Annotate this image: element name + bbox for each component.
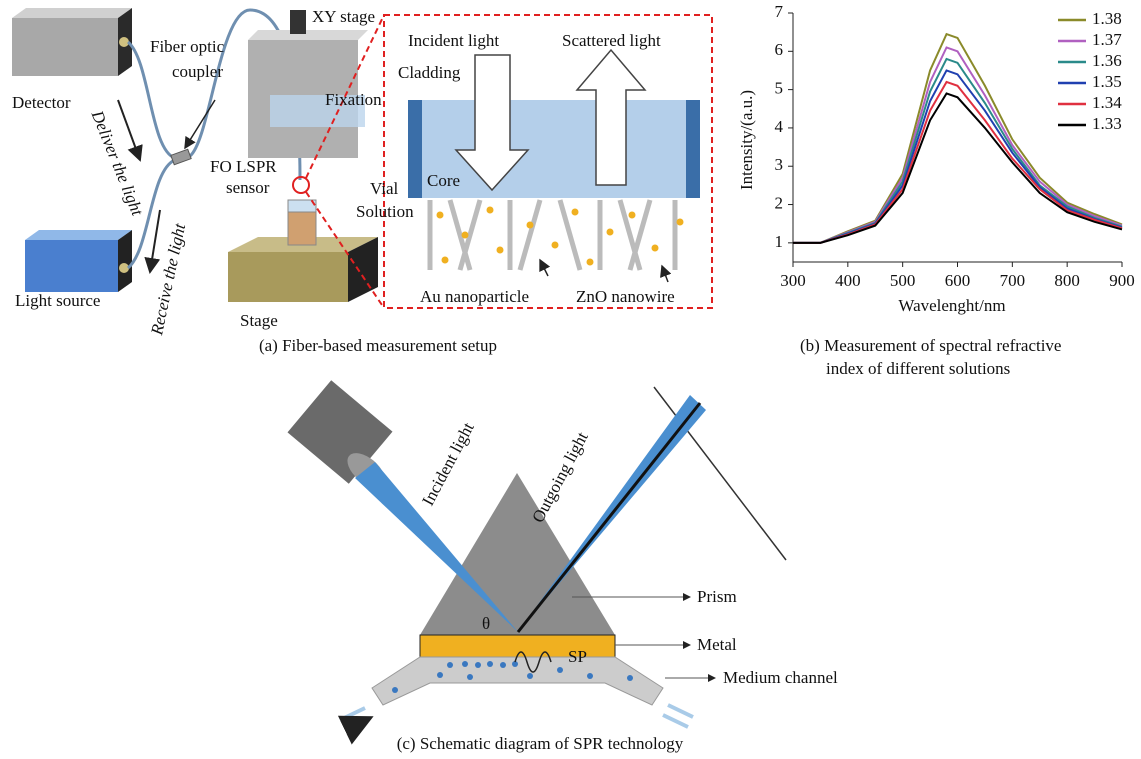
label: Fiber optic <box>150 37 225 56</box>
label: FO LSPR <box>210 157 277 176</box>
legend-label: 1.33 <box>1092 114 1122 133</box>
x-tick-label: 400 <box>835 271 861 290</box>
label: ZnO nanowire <box>576 287 675 306</box>
series-line <box>793 93 1122 242</box>
label: Deliver the light <box>87 107 147 220</box>
label: Stage <box>240 311 278 330</box>
y-tick-label: 6 <box>775 40 784 59</box>
label: Metal <box>697 635 737 654</box>
x-axis-label: Wavelenght/nm <box>898 296 1005 315</box>
label: Receive the light <box>147 221 190 338</box>
label: Light source <box>15 291 100 310</box>
y-tick-label: 5 <box>775 79 784 98</box>
label: Outgoing light <box>528 429 592 526</box>
caption: (c) Schematic diagram of SPR technology <box>397 734 684 753</box>
label: SP <box>568 647 587 666</box>
label: Detector <box>12 93 71 112</box>
label: Incident light <box>418 419 478 509</box>
label: Au nanoparticle <box>420 287 529 306</box>
legend-label: 1.36 <box>1092 51 1122 70</box>
panel-a: Detector Fiber optic coupler Deliver the… <box>12 7 712 355</box>
y-tick-label: 2 <box>775 193 784 212</box>
label: Medium channel <box>723 668 838 687</box>
y-tick-label: 7 <box>775 2 784 21</box>
series-line <box>793 82 1122 243</box>
legend-label: 1.37 <box>1092 30 1122 49</box>
label: sensor <box>226 178 270 197</box>
y-tick-label: 1 <box>775 232 784 251</box>
caption: (b) Measurement of spectral refractive <box>800 336 1061 355</box>
x-tick-label: 800 <box>1054 271 1080 290</box>
label: Vial <box>370 179 399 198</box>
panel-b: Wavelenght/nm Intensity/(a.u.) (b) Measu… <box>737 2 1135 378</box>
legend-label: 1.35 <box>1092 72 1122 91</box>
x-tick-label: 500 <box>890 271 916 290</box>
x-tick-label: 900 <box>1109 271 1135 290</box>
x-tick-label: 300 <box>780 271 806 290</box>
y-axis-label: Intensity/(a.u.) <box>737 90 756 190</box>
label: Incident light <box>408 31 499 50</box>
y-tick-label: 3 <box>775 155 784 174</box>
label: Solution <box>356 202 414 221</box>
label: Cladding <box>398 63 461 82</box>
label: XY stage <box>312 7 375 26</box>
legend-label: 1.34 <box>1092 93 1122 112</box>
label: Fixation <box>325 90 382 109</box>
label: Core <box>427 171 460 190</box>
figure: Detector Fiber optic coupler Deliver the… <box>0 0 1141 759</box>
x-tick-label: 700 <box>1000 271 1026 290</box>
label: θ <box>482 614 490 633</box>
label: Scattered light <box>562 31 661 50</box>
legend-label: 1.38 <box>1092 9 1122 28</box>
x-tick-label: 600 <box>945 271 971 290</box>
label: coupler <box>172 62 223 81</box>
y-tick-label: 4 <box>775 117 784 136</box>
caption: (a) Fiber-based measurement setup <box>259 336 497 355</box>
panel-c: Incident light Outgoing light Prism Meta… <box>288 380 838 753</box>
label: Prism <box>697 587 737 606</box>
caption: index of different solutions <box>826 359 1010 378</box>
